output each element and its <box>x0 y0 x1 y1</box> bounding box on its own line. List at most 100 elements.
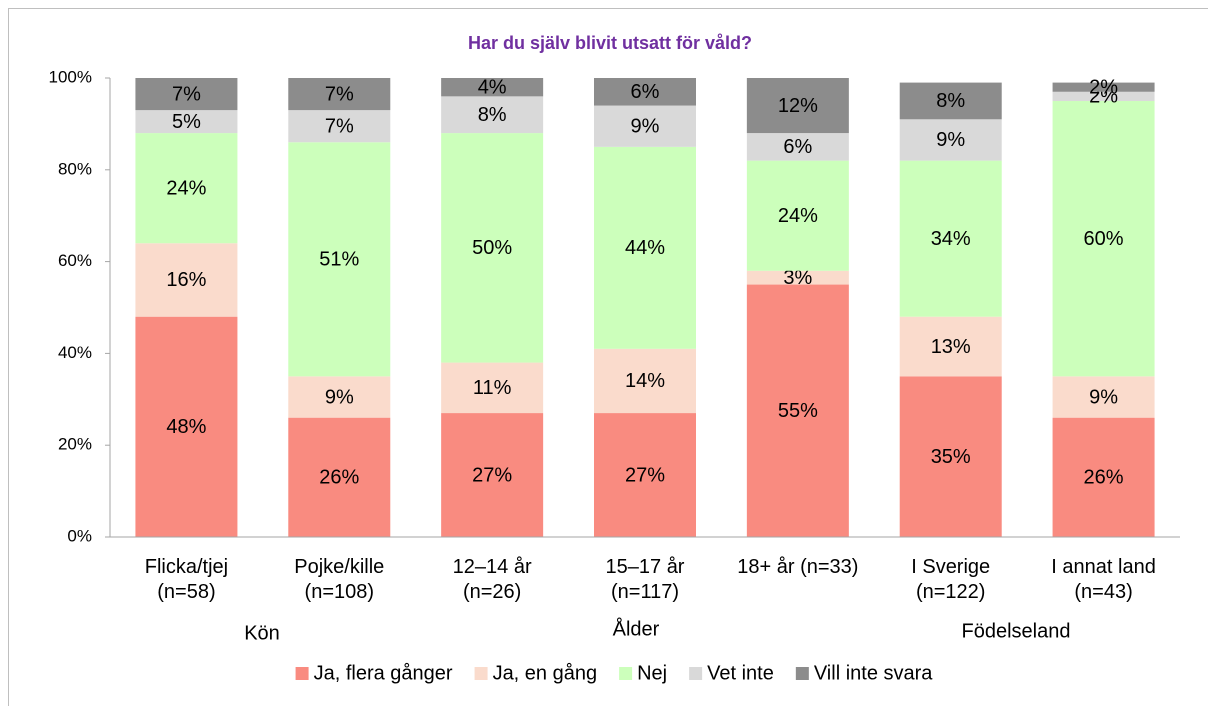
data-label: 7% <box>172 83 201 105</box>
bar-segment <box>288 376 391 418</box>
data-label: 3% <box>783 267 812 289</box>
y-tick-label: 100% <box>49 67 92 86</box>
x-tick-line: (n=26) <box>463 581 521 603</box>
x-tick-label: Flicka/tjej (n=58) <box>145 556 228 603</box>
bar-segment <box>899 376 1002 537</box>
data-label: 13% <box>931 336 971 358</box>
y-tick-label: 80% <box>58 159 92 178</box>
bar-segment <box>594 78 696 106</box>
group-label: Ålder <box>613 617 660 640</box>
bar-segment <box>441 96 544 134</box>
bar-segment <box>441 78 544 97</box>
data-label: 27% <box>625 464 665 486</box>
x-tick-line: Pojke/kille <box>294 556 384 578</box>
data-label: 26% <box>319 467 359 489</box>
bar-segment <box>441 133 544 363</box>
bar-segment <box>288 417 391 537</box>
legend-swatch <box>295 667 309 680</box>
bar-segment <box>1052 100 1155 377</box>
x-tick-line: 12–14 år <box>453 556 532 578</box>
bar-segment <box>746 78 849 134</box>
legend-label: Ja, en gång <box>493 662 598 684</box>
data-label: 34% <box>931 228 971 250</box>
bar-segment <box>1052 417 1155 537</box>
legend-label: Vet inte <box>707 662 774 684</box>
x-tick-line: Flicka/tjej <box>145 556 228 578</box>
data-label: 6% <box>631 81 660 103</box>
legend-swatch <box>689 667 703 680</box>
bar-segment <box>594 105 696 147</box>
data-label: 48% <box>166 416 206 438</box>
data-label: 50% <box>472 237 512 259</box>
bar-segment <box>288 142 391 377</box>
x-tick-line: I Sverige <box>911 556 990 578</box>
x-tick-line: (n=108) <box>305 581 375 603</box>
y-tick-label: 40% <box>58 343 92 362</box>
x-tick-line: (n=58) <box>157 581 215 603</box>
legend-label: Vill inte svara <box>814 662 933 684</box>
data-label: 4% <box>478 76 507 98</box>
data-label: 7% <box>325 83 354 105</box>
data-label: 27% <box>472 464 512 486</box>
legend-label: Ja, flera gånger <box>314 662 453 684</box>
data-label: 11% <box>473 377 512 399</box>
y-tick-label: 60% <box>58 251 92 270</box>
bar-segment <box>135 133 238 244</box>
chart-frame <box>8 8 1208 706</box>
x-tick-line: 15–17 år <box>606 556 685 578</box>
x-tick-line: (n=122) <box>916 581 986 603</box>
x-tick-line: 18+ år (n=33) <box>737 556 858 578</box>
data-label: 7% <box>325 115 354 137</box>
data-label: 35% <box>931 446 971 468</box>
legend-swatch <box>474 667 488 680</box>
group-label: Kön <box>244 622 280 644</box>
bar-segment <box>899 316 1002 377</box>
x-tick-label: 12–14 år (n=26) <box>453 556 532 603</box>
bar-segment <box>594 413 696 537</box>
bar-segment <box>746 284 849 537</box>
bar-segment <box>899 119 1002 161</box>
y-tick-label: 0% <box>67 526 92 545</box>
data-label: 8% <box>936 90 965 112</box>
x-tick-label: 18+ år (n=33) <box>737 556 858 578</box>
bar-segment <box>288 110 391 143</box>
bar-segment <box>441 362 544 414</box>
data-label: 6% <box>783 136 812 158</box>
bar-segment <box>441 413 544 537</box>
data-label: 26% <box>1084 467 1124 489</box>
data-label: 9% <box>631 115 660 137</box>
x-tick-label: 15–17 år (n=117) <box>606 556 685 603</box>
bar-segment <box>1052 91 1155 101</box>
bar-segment <box>899 160 1002 317</box>
data-label: 14% <box>625 370 665 392</box>
bar-segment <box>288 78 391 111</box>
bar-segment <box>746 160 849 271</box>
bar-segment <box>135 316 238 537</box>
legend-swatch <box>795 667 809 680</box>
x-tick-label: Pojke/kille (n=108) <box>294 556 384 603</box>
bar-segment <box>135 243 238 317</box>
data-label: 5% <box>172 111 201 133</box>
data-label: 2% <box>1089 76 1118 98</box>
bar-segment <box>594 348 696 414</box>
bar-segment <box>746 270 849 285</box>
chart-title: Har du själv blivit utsatt för våld? <box>468 33 752 53</box>
data-label: 16% <box>166 269 206 291</box>
data-label: 8% <box>478 104 507 126</box>
x-tick-line: I annat land <box>1051 556 1156 578</box>
data-label: 12% <box>778 95 818 117</box>
data-label: 60% <box>1084 228 1124 250</box>
bar-segment <box>1052 82 1155 92</box>
data-label: 24% <box>778 205 818 227</box>
data-label: 44% <box>625 237 665 259</box>
y-tick-label: 20% <box>58 435 92 454</box>
legend-label: Nej <box>637 662 667 684</box>
x-tick-label: I Sverige (n=122) <box>911 556 990 603</box>
group-label: Födelseland <box>962 620 1071 642</box>
data-label: 51% <box>319 249 359 271</box>
bar-segment <box>135 110 238 134</box>
bar-segment <box>135 78 238 111</box>
data-label: 24% <box>166 177 206 199</box>
